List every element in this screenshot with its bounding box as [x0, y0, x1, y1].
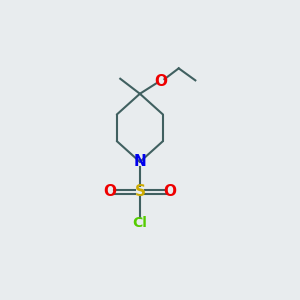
Text: O: O [154, 74, 167, 88]
Text: O: O [103, 184, 116, 200]
Text: N: N [134, 154, 146, 169]
Text: S: S [134, 184, 146, 200]
Text: O: O [164, 184, 176, 200]
Text: Cl: Cl [133, 216, 147, 230]
